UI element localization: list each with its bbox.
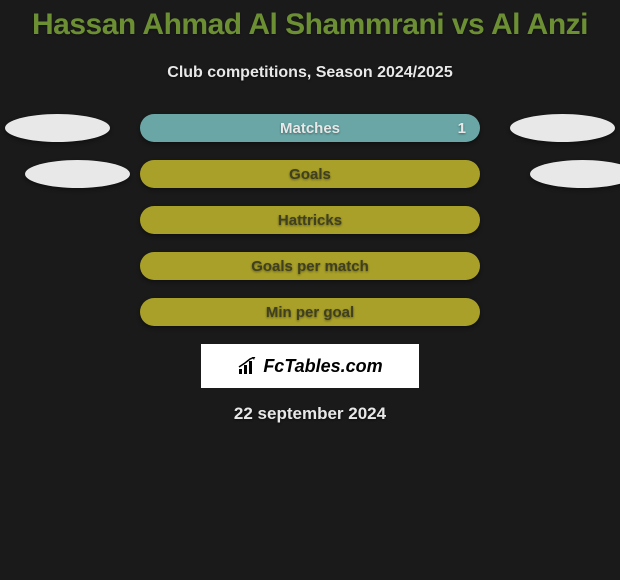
- stat-row: Goals: [0, 160, 620, 188]
- right-ellipse: [510, 114, 615, 142]
- stat-bar: Min per goal: [140, 298, 480, 326]
- stat-row: Matches 1: [0, 114, 620, 142]
- stat-row: Goals per match: [0, 252, 620, 280]
- stat-bar: Goals per match: [140, 252, 480, 280]
- left-ellipse: [25, 160, 130, 188]
- stat-label: Goals per match: [251, 258, 369, 275]
- left-ellipse: [5, 114, 110, 142]
- stat-label: Hattricks: [278, 212, 342, 229]
- page-title: Hassan Ahmad Al Shammrani vs Al Anzi: [0, 0, 620, 42]
- stat-bar: Hattricks: [140, 206, 480, 234]
- stat-label: Goals: [289, 166, 331, 183]
- stat-bar: Matches 1: [140, 114, 480, 142]
- stats-rows: Matches 1 Goals Hattricks Goals per match Min…: [0, 114, 620, 326]
- logo: FcTables.com: [237, 356, 382, 377]
- stat-bar: Goals: [140, 160, 480, 188]
- logo-box: FcTables.com: [201, 344, 419, 388]
- chart-icon: [237, 357, 259, 375]
- stat-row: Hattricks: [0, 206, 620, 234]
- stat-value: 1: [458, 120, 466, 137]
- date-text: 22 september 2024: [0, 404, 620, 424]
- stat-label: Matches: [280, 120, 340, 137]
- subtitle: Club competitions, Season 2024/2025: [0, 64, 620, 82]
- logo-text: FcTables.com: [263, 356, 382, 377]
- stat-row: Min per goal: [0, 298, 620, 326]
- right-ellipse: [530, 160, 620, 188]
- stat-label: Min per goal: [266, 304, 354, 321]
